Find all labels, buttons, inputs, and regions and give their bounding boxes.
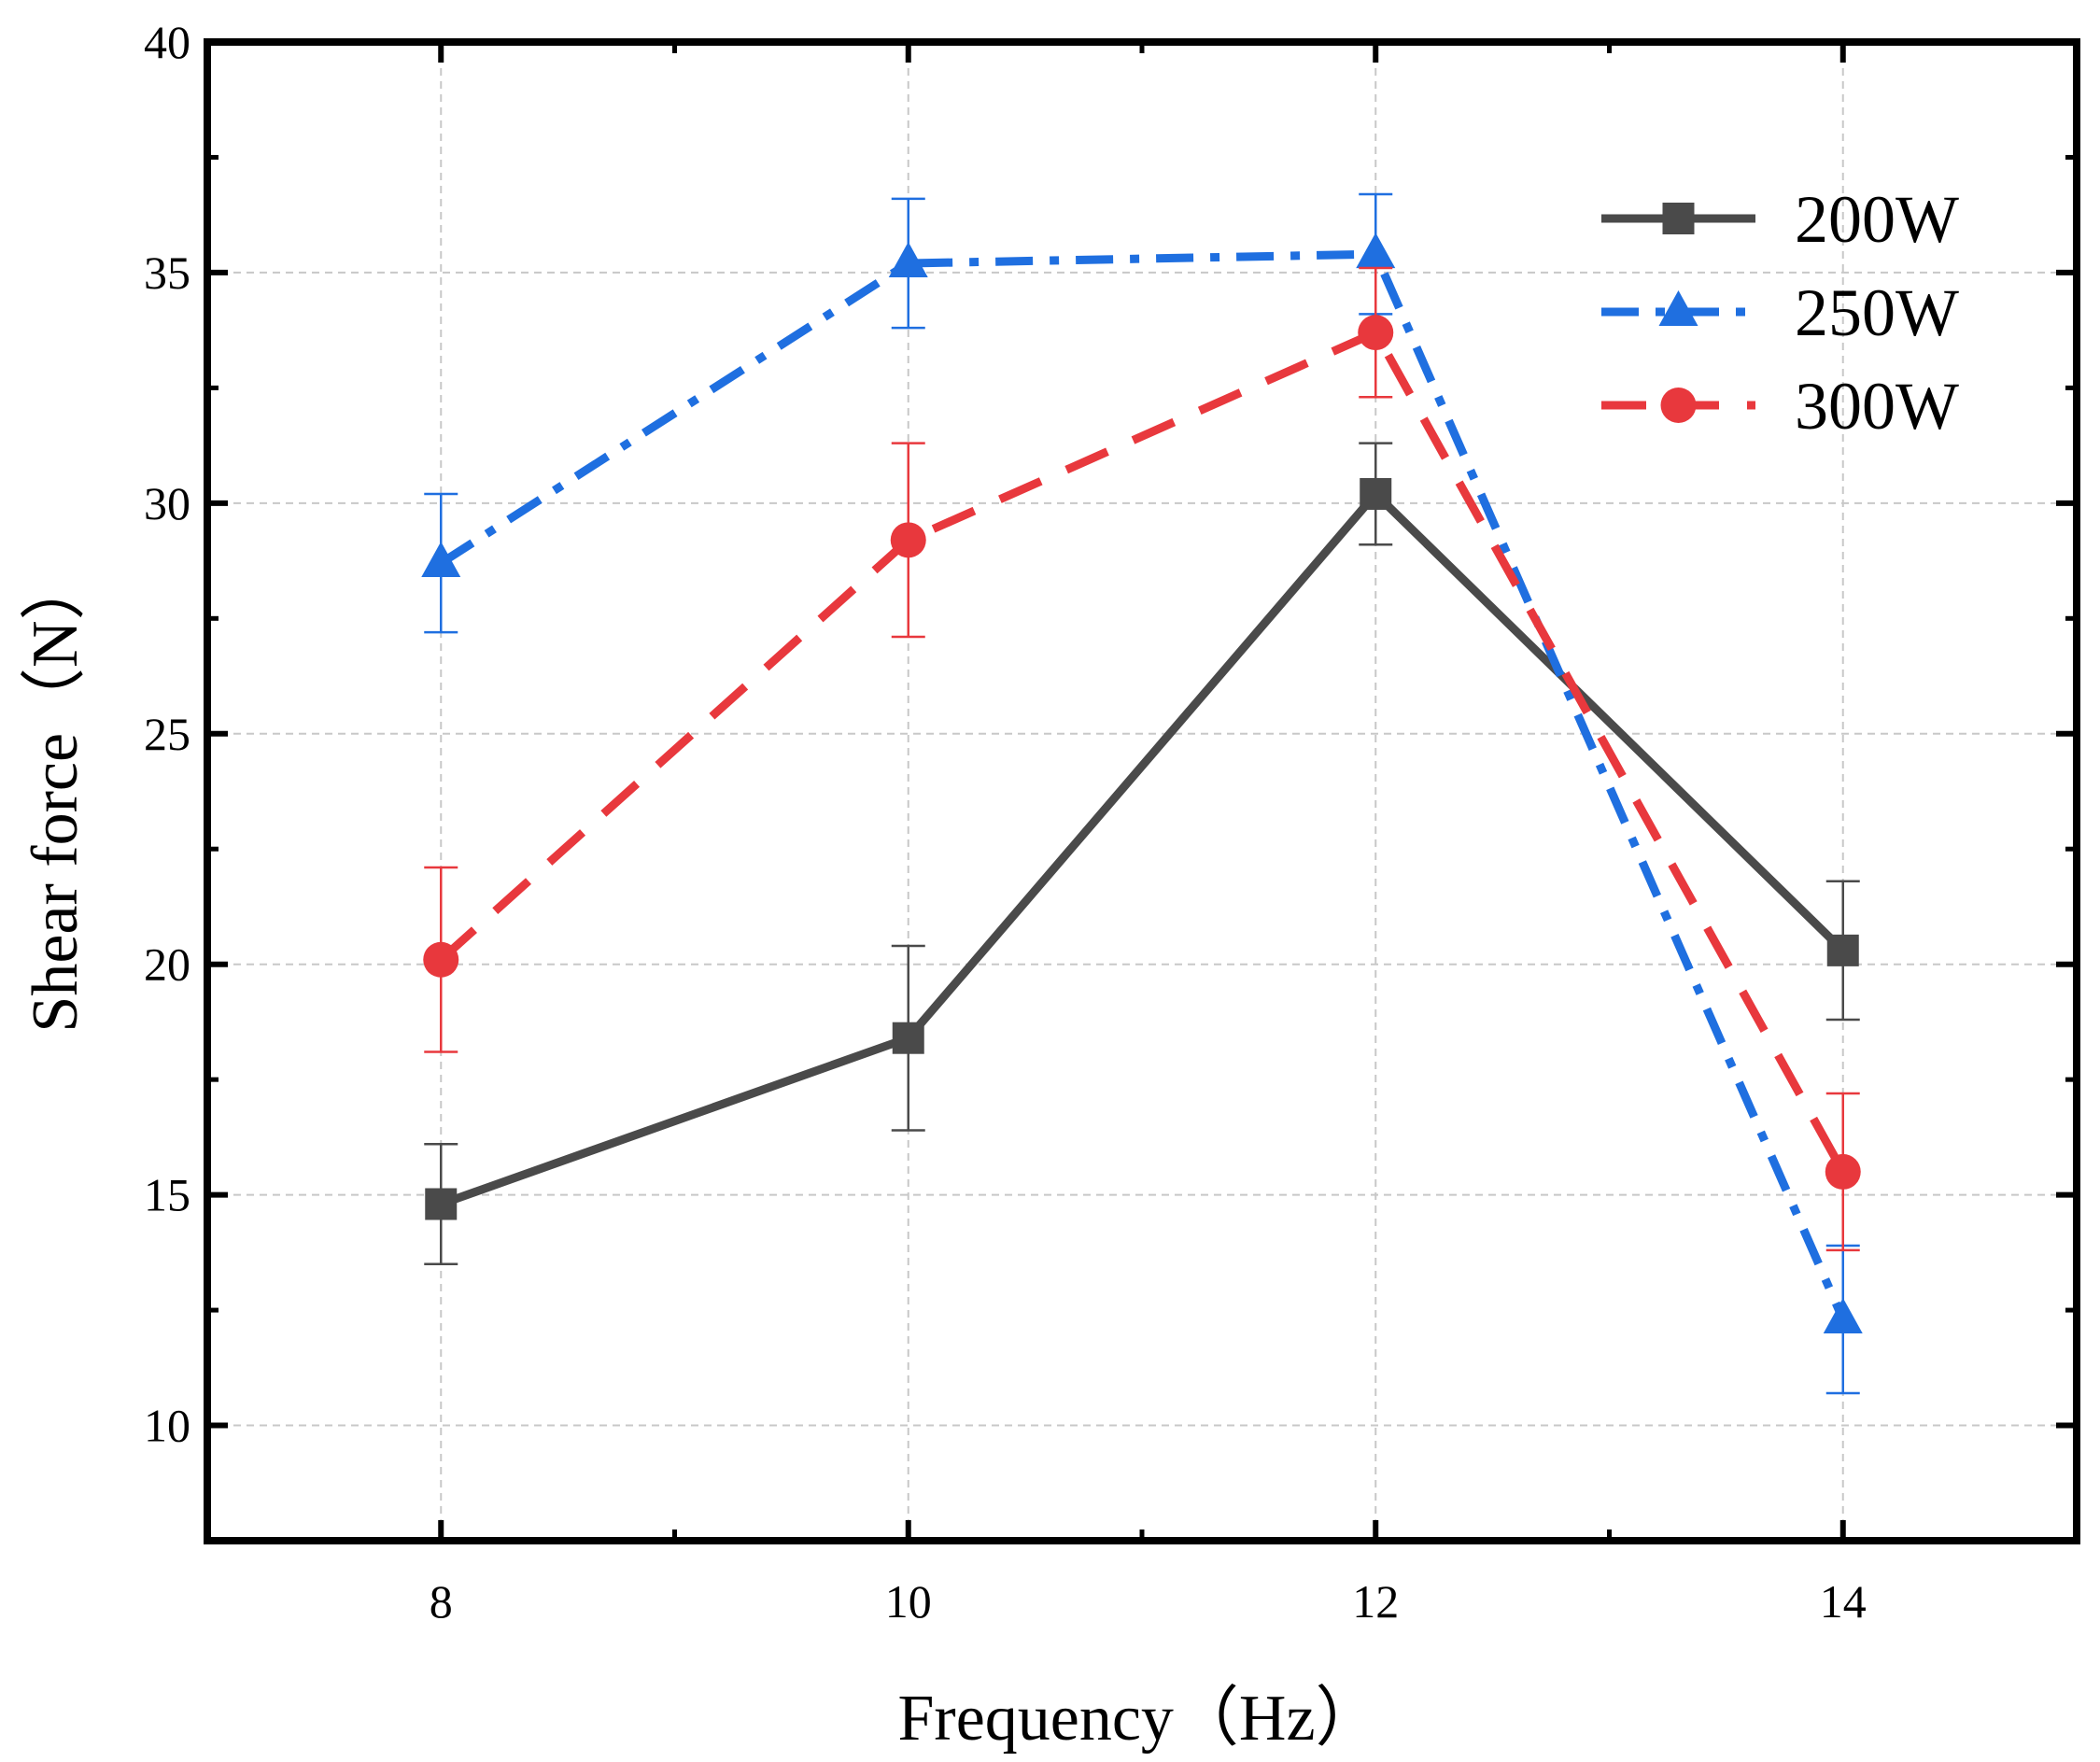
legend-label: 200W	[1795, 182, 1959, 257]
series-300W	[423, 266, 1861, 1252]
data-point	[1356, 233, 1396, 269]
series-line	[438, 249, 1847, 1321]
legend-marker	[1662, 203, 1695, 234]
data-point	[1360, 477, 1392, 510]
legend-label: 300W	[1795, 369, 1959, 444]
data-point	[1823, 1297, 1863, 1333]
legend-label: 250W	[1795, 275, 1959, 350]
data-point	[890, 522, 926, 558]
data-point	[423, 941, 459, 978]
plot-frame	[204, 38, 2080, 1544]
y-tick-label: 30	[144, 477, 190, 529]
x-tick-label: 10	[885, 1575, 932, 1628]
y-axis-title: Shear force（N）	[20, 555, 92, 1032]
y-tick-label: 40	[144, 16, 190, 68]
data-series	[421, 192, 1863, 1395]
y-tick-label: 25	[144, 708, 190, 760]
series-line	[438, 327, 1847, 1175]
y-tick-labels: 10 15 20 25 30 35 40	[144, 16, 190, 1452]
data-point	[1825, 1153, 1861, 1190]
series-200W	[424, 442, 1860, 1265]
series-line	[439, 487, 1846, 1208]
y-tick-label: 10	[144, 1400, 190, 1452]
y-tick-label: 35	[144, 247, 190, 299]
x-tick-label: 12	[1352, 1575, 1399, 1628]
x-axis-title: Frequency（Hz）	[897, 1683, 1380, 1755]
data-point	[892, 1022, 924, 1054]
data-point	[425, 1188, 458, 1220]
legend-marker	[1658, 290, 1698, 326]
x-tick-label: 14	[1820, 1575, 1867, 1628]
gridlines	[207, 42, 2077, 1541]
y-tick-label: 20	[144, 938, 190, 991]
data-point	[888, 242, 928, 278]
data-point	[1826, 934, 1859, 966]
data-point	[421, 542, 461, 578]
legend-marker	[1660, 388, 1697, 423]
legend: 200W 250W 300W	[1601, 182, 1959, 444]
data-point	[1358, 315, 1394, 351]
x-tick-labels: 8 10 12 14	[430, 1575, 1867, 1628]
x-tick-label: 8	[430, 1575, 453, 1628]
y-tick-label: 15	[144, 1169, 190, 1221]
